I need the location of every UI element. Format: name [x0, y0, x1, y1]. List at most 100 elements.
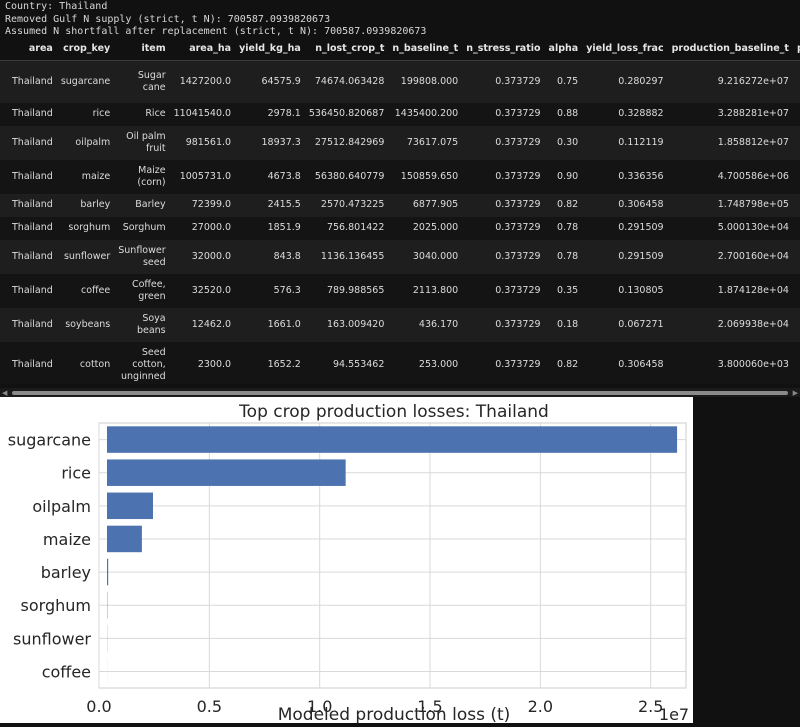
table-cell: Maize (corn)	[114, 160, 169, 194]
table-cell: 0.328882	[582, 103, 667, 126]
table-cell: 32000.0	[170, 240, 235, 274]
table-cell: 0.373729	[462, 103, 544, 126]
table-cell: 2.084076e+06	[793, 126, 800, 160]
table-cell: 0.373729	[462, 217, 544, 240]
table-cell: 0.306458	[582, 342, 667, 385]
table-cell: 1661.0	[235, 308, 305, 342]
table-cell: 1.081455e+07	[793, 103, 800, 126]
table-cell: Sugar cane	[114, 61, 169, 103]
table-cell	[0, 240, 8, 274]
table-cell: Thailand	[8, 61, 57, 103]
table-cell: 436.170	[388, 308, 462, 342]
table-cell: 3.288281e+07	[668, 103, 793, 126]
table-cell	[0, 61, 8, 103]
table-cell: 2.451456e+03	[793, 274, 800, 308]
table-cell: 1652.2	[235, 342, 305, 385]
table-cell: coffee	[57, 274, 114, 308]
column-header: yield_loss_frac	[582, 37, 667, 61]
column-header: crop_key	[57, 37, 114, 61]
table-cell: 0.30	[545, 126, 583, 160]
table-cell: 0.373729	[462, 126, 544, 160]
scrollbar-thumb[interactable]	[12, 391, 788, 395]
table-cell: barley	[57, 194, 114, 217]
table-cell: 0.336356	[582, 160, 667, 194]
horizontal-scrollbar[interactable]: ◀ ▶	[0, 388, 800, 397]
table-cell: 0.067271	[582, 308, 667, 342]
table-cell: 0.306458	[582, 194, 667, 217]
scroll-right-arrow-icon[interactable]: ▶	[793, 389, 798, 397]
column-header: area	[8, 37, 57, 61]
console-line-country: Country: Thailand	[5, 1, 800, 14]
table-cell: Thailand	[8, 103, 57, 126]
table-cell: 3.800060e+03	[668, 342, 793, 385]
table-cell: maize	[57, 160, 114, 194]
column-header	[0, 37, 8, 61]
y-tick-label: sunflower	[13, 629, 91, 648]
table-cell: Sunflower seed	[114, 240, 169, 274]
column-header: area_ha	[170, 37, 235, 61]
column-header: item	[114, 37, 169, 61]
table-cell: Thailand	[8, 126, 57, 160]
table-cell: 1136.136455	[305, 240, 389, 274]
table-cell: 756.801422	[305, 217, 389, 240]
bar-chart: sugarcanericeoilpalmmaizebarleysorghumsu…	[0, 397, 693, 723]
table-cell: 0.373729	[462, 194, 544, 217]
table-cell: 0.291509	[582, 217, 667, 240]
table-cell: 6877.905	[388, 194, 462, 217]
table-cell	[0, 194, 8, 217]
table-cell: 2.069938e+04	[668, 308, 793, 342]
table-cell: Thailand	[8, 194, 57, 217]
table-cell: 0.112119	[582, 126, 667, 160]
table-cell: 0.373729	[462, 240, 544, 274]
table-cell: 2300.0	[170, 342, 235, 385]
console-line-removed-supply: Removed Gulf N supply (strict, t N): 700…	[5, 14, 800, 27]
table-cell: 2113.800	[388, 274, 462, 308]
table-cell: 0.373729	[462, 342, 544, 385]
table-cell: 789.988565	[305, 274, 389, 308]
table-cell: 94.553462	[305, 342, 389, 385]
empty-output-area	[693, 397, 800, 723]
chart-title: Top crop production losses: Thailand	[238, 402, 549, 422]
scroll-left-arrow-icon[interactable]: ◀	[2, 389, 7, 397]
column-header: n_baseline_t	[388, 37, 462, 61]
table-cell: Oil palm fruit	[114, 126, 169, 160]
column-header: production_loss_t	[793, 37, 800, 61]
table-cell: Sorghum	[114, 217, 169, 240]
table-cell: 72399.0	[170, 194, 235, 217]
table-cell: 2.583292e+07	[793, 61, 800, 103]
table-cell: 2570.473225	[305, 194, 389, 217]
table-cell: 3040.000	[388, 240, 462, 274]
table-cell: 981561.0	[170, 126, 235, 160]
table-cell: 74674.063428	[305, 61, 389, 103]
table-cell: 0.18	[545, 308, 583, 342]
table-cell: 5.000130e+04	[668, 217, 793, 240]
table-cell: Coffee, green	[114, 274, 169, 308]
column-header: n_lost_crop_t	[305, 37, 389, 61]
table-cell: 2415.5	[235, 194, 305, 217]
x-tick-label: 2.0	[528, 697, 553, 716]
table-cell: 253.000	[388, 342, 462, 385]
table-cell: 1.164558e+03	[793, 342, 800, 385]
table-cell: 27000.0	[170, 217, 235, 240]
table-cell: 18937.3	[235, 126, 305, 160]
table-cell	[0, 342, 8, 385]
table-cell	[0, 217, 8, 240]
table-cell: sunflower	[57, 240, 114, 274]
y-tick-label: maize	[43, 530, 91, 549]
table-cell	[0, 160, 8, 194]
y-tick-label: sorghum	[21, 596, 91, 615]
table-cell: Thailand	[8, 308, 57, 342]
table-cell: 843.8	[235, 240, 305, 274]
table-cell: 0.82	[545, 342, 583, 385]
